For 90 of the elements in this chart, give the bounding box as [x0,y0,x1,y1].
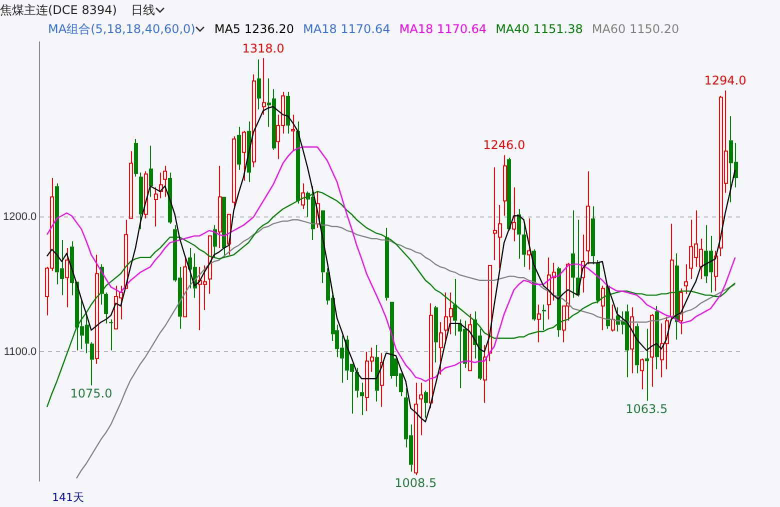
chart-subtitle: 日线 [130,2,156,19]
candlestick [414,382,418,476]
candlestick [104,292,108,324]
candlestick [679,288,683,335]
candlestick [434,305,438,363]
annotation: 1318.0 [242,41,284,56]
y-tick-label: 1200.0 [2,211,37,224]
candlestick [591,206,595,265]
candlestick [390,302,394,380]
candlestick [537,304,541,343]
candlestick [424,390,428,418]
candlestick [262,58,266,116]
candlestick [522,223,526,268]
candlestick [95,254,99,364]
candlestick [630,306,634,374]
candlestick [655,305,659,370]
candlestick [109,318,113,351]
candlestick [237,126,241,170]
candlestick [218,165,222,249]
candlestick [65,248,69,308]
text: MA18 1170.64 [303,21,390,38]
candlestick [684,264,688,294]
candlestick [517,208,521,260]
annotation: 1063.5 [626,402,668,416]
candlestick [355,367,359,398]
candlestick [527,218,531,270]
candlestick [232,136,236,208]
candlestick [375,344,379,402]
candlestick [532,248,536,322]
y-tick-label: 1100.0 [4,346,37,358]
text: MA18 1170.64 [399,21,487,38]
candlestick [301,182,305,210]
candlestick [625,304,629,378]
text: 141天 [52,490,84,505]
candlestick [419,382,423,436]
candlestick [645,328,649,402]
candlestick [139,172,143,230]
candlestick [581,234,585,293]
candlestick [635,322,639,374]
candlestick [380,352,384,408]
candlestick [154,186,158,227]
candlestick [468,314,472,372]
chart-title: 焦煤主连(DCE 8394) [0,2,117,19]
annotation: 1075.0 [70,386,112,401]
candlestick [163,165,167,198]
candlestick [503,154,507,216]
candlestick [213,224,217,258]
annotation: 1294.0 [704,74,746,88]
candlestick [257,59,261,110]
candlestick [557,266,561,338]
candlestick [640,358,644,390]
candlestick [183,256,187,318]
candlestick [453,278,457,336]
candlestick [144,170,148,219]
candlestick [316,190,320,228]
candlestick [129,150,133,219]
candlestick [429,302,433,409]
candlestick [134,138,138,178]
candlestick [124,219,128,289]
candlestick [542,304,546,331]
candlestick [586,170,590,265]
candlestick [650,314,654,388]
candlestick [149,145,153,198]
candlestick [611,304,615,332]
text: MA60 1150.20 [592,21,680,38]
candlestick [252,74,256,168]
candlestick [488,265,492,362]
candlestick [512,186,516,242]
candlestick [571,210,575,298]
candlestick [227,214,231,256]
candlestick [601,285,605,331]
candlestick [90,342,94,386]
candlestick [286,91,290,134]
text: MA5 1236.20 [214,21,294,38]
candlestick [675,252,679,340]
annotation: 1008.5 [394,476,437,490]
candlestick [385,227,389,302]
candlestick [291,114,295,152]
text: MA40 1151.38 [496,21,583,38]
candlestick [439,322,443,376]
candlestick [159,172,163,199]
candlestick [714,250,718,292]
text: MA组合(5,18,18,40,60,0) [48,21,196,38]
candlestick [242,130,246,182]
annotation: 1246.0 [483,138,526,152]
candlestick [208,235,212,294]
candlestick [360,382,364,416]
candlestick [670,223,674,322]
candlestick [168,172,172,224]
candlestick [483,344,487,404]
